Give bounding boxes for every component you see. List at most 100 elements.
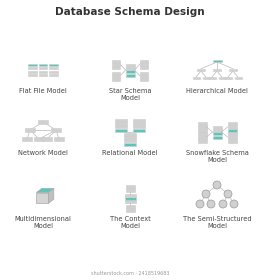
Bar (203, 77, 210, 79)
Bar (126, 64, 134, 67)
Bar (218, 77, 225, 79)
Bar (209, 77, 216, 79)
Bar (28, 64, 37, 66)
Bar (42, 137, 52, 141)
Bar (115, 129, 127, 132)
Bar (124, 136, 136, 139)
Text: Database Schema Design: Database Schema Design (55, 7, 205, 17)
Text: The Semi-Structured
Model: The Semi-Structured Model (183, 216, 251, 230)
Bar (229, 69, 237, 71)
Bar (126, 67, 134, 70)
Bar (198, 122, 206, 125)
Bar (124, 133, 136, 136)
Bar (140, 72, 148, 74)
Circle shape (196, 200, 204, 208)
Bar (126, 185, 134, 188)
Bar (198, 132, 206, 135)
Bar (28, 74, 37, 76)
Bar (212, 60, 222, 62)
Bar (212, 126, 222, 129)
Bar (124, 139, 136, 142)
Bar (140, 75, 148, 78)
Bar (126, 205, 134, 208)
Bar (228, 125, 237, 129)
Bar (228, 129, 237, 132)
Circle shape (219, 200, 227, 208)
Bar (235, 77, 242, 79)
Text: Hierarchical Model: Hierarchical Model (186, 88, 248, 94)
Bar (133, 119, 145, 122)
Bar (54, 137, 64, 141)
Bar (51, 129, 61, 132)
Bar (28, 71, 37, 73)
Bar (49, 64, 58, 66)
Bar (212, 132, 222, 135)
Bar (126, 74, 134, 76)
Bar (39, 67, 47, 69)
Bar (49, 67, 58, 69)
Bar (115, 119, 127, 122)
Bar (25, 129, 35, 132)
Bar (140, 60, 148, 62)
Bar (126, 188, 134, 192)
Bar (112, 63, 120, 66)
Bar (126, 70, 134, 73)
Bar (228, 132, 237, 135)
Circle shape (230, 200, 238, 208)
Bar (49, 74, 58, 76)
Bar (198, 139, 206, 143)
Bar (39, 71, 47, 73)
Bar (49, 71, 58, 73)
Bar (112, 75, 120, 78)
Bar (112, 72, 120, 74)
Bar (224, 77, 231, 79)
Text: Star Schema
Model: Star Schema Model (109, 88, 151, 102)
Bar (192, 77, 199, 79)
Text: Snowflake Schema
Model: Snowflake Schema Model (186, 150, 249, 164)
Text: Flat File Model: Flat File Model (19, 88, 67, 94)
Bar (212, 129, 222, 132)
Bar (125, 197, 135, 199)
Bar (133, 129, 145, 132)
Bar (133, 125, 145, 128)
Text: Relational Model: Relational Model (102, 150, 158, 156)
Bar (126, 208, 134, 211)
Text: Network Model: Network Model (18, 150, 68, 156)
Bar (28, 67, 37, 69)
Bar (22, 137, 32, 141)
Text: shutterstock.com · 2418519683: shutterstock.com · 2418519683 (91, 271, 169, 276)
Bar (133, 122, 145, 125)
Bar (140, 66, 148, 69)
Polygon shape (36, 188, 54, 193)
Bar (228, 122, 237, 125)
Bar (115, 122, 127, 125)
Bar (39, 74, 47, 76)
Bar (140, 78, 148, 81)
Bar (228, 139, 237, 143)
Circle shape (224, 190, 232, 198)
Bar (34, 137, 44, 141)
Bar (197, 69, 205, 71)
Polygon shape (36, 193, 48, 203)
Text: The Context
Model: The Context Model (110, 216, 150, 230)
Bar (213, 69, 221, 71)
Bar (39, 64, 47, 66)
Circle shape (202, 190, 210, 198)
Circle shape (213, 181, 221, 189)
Bar (124, 143, 136, 146)
Bar (38, 120, 48, 123)
Bar (198, 129, 206, 132)
Bar (112, 66, 120, 69)
Bar (125, 194, 135, 197)
Bar (140, 63, 148, 66)
Bar (112, 78, 120, 81)
Bar (112, 60, 120, 62)
Bar (198, 136, 206, 139)
Bar (125, 200, 135, 202)
Bar (228, 136, 237, 139)
Polygon shape (48, 188, 54, 203)
Bar (115, 125, 127, 128)
Circle shape (207, 200, 215, 208)
Bar (212, 136, 222, 139)
Text: Multidimensional
Model: Multidimensional Model (15, 216, 72, 230)
